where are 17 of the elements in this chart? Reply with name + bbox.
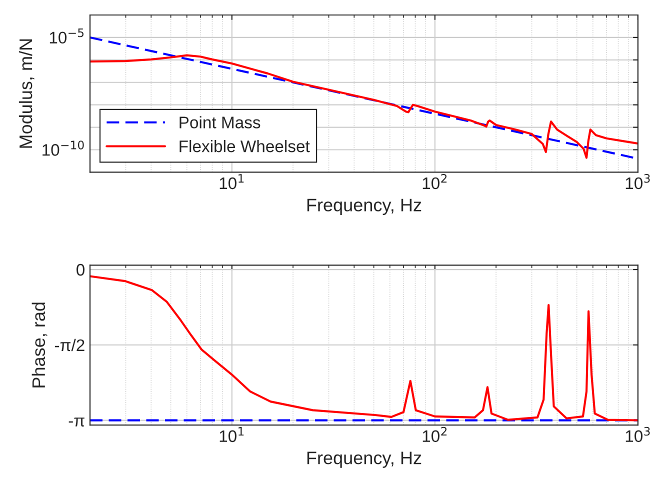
x-tick-label: 10$^{2}$ (422, 174, 447, 190)
y-tick-label: 0 (76, 264, 84, 276)
x-tick-label: 10$^{1}$ (220, 427, 244, 442)
x-tick-label: 10$^{3}$ (626, 174, 650, 190)
legend-label: Point Mass (180, 116, 260, 128)
y-tick-label: 10$^{−10}$ (42, 140, 84, 156)
y-tick-label: -π (68, 418, 84, 427)
x-axis-title: Frequency, Hz (307, 198, 422, 215)
legend-label: Flexible Wheelset (180, 140, 310, 152)
y-axis-title: Phase, rad (32, 302, 48, 388)
x-tick-label: 10$^{2}$ (422, 426, 447, 442)
y-tick-label: 10$^{−5}$ (50, 28, 84, 44)
x-tick-label: 10$^{3}$ (626, 426, 650, 442)
x-tick-label: 10$^{1}$ (220, 174, 244, 190)
y-axis-title: Modulus, m/N (18, 39, 34, 148)
y-tick-label: -π/2 (54, 338, 84, 352)
x-axis-title: Frequency, Hz (307, 452, 422, 468)
